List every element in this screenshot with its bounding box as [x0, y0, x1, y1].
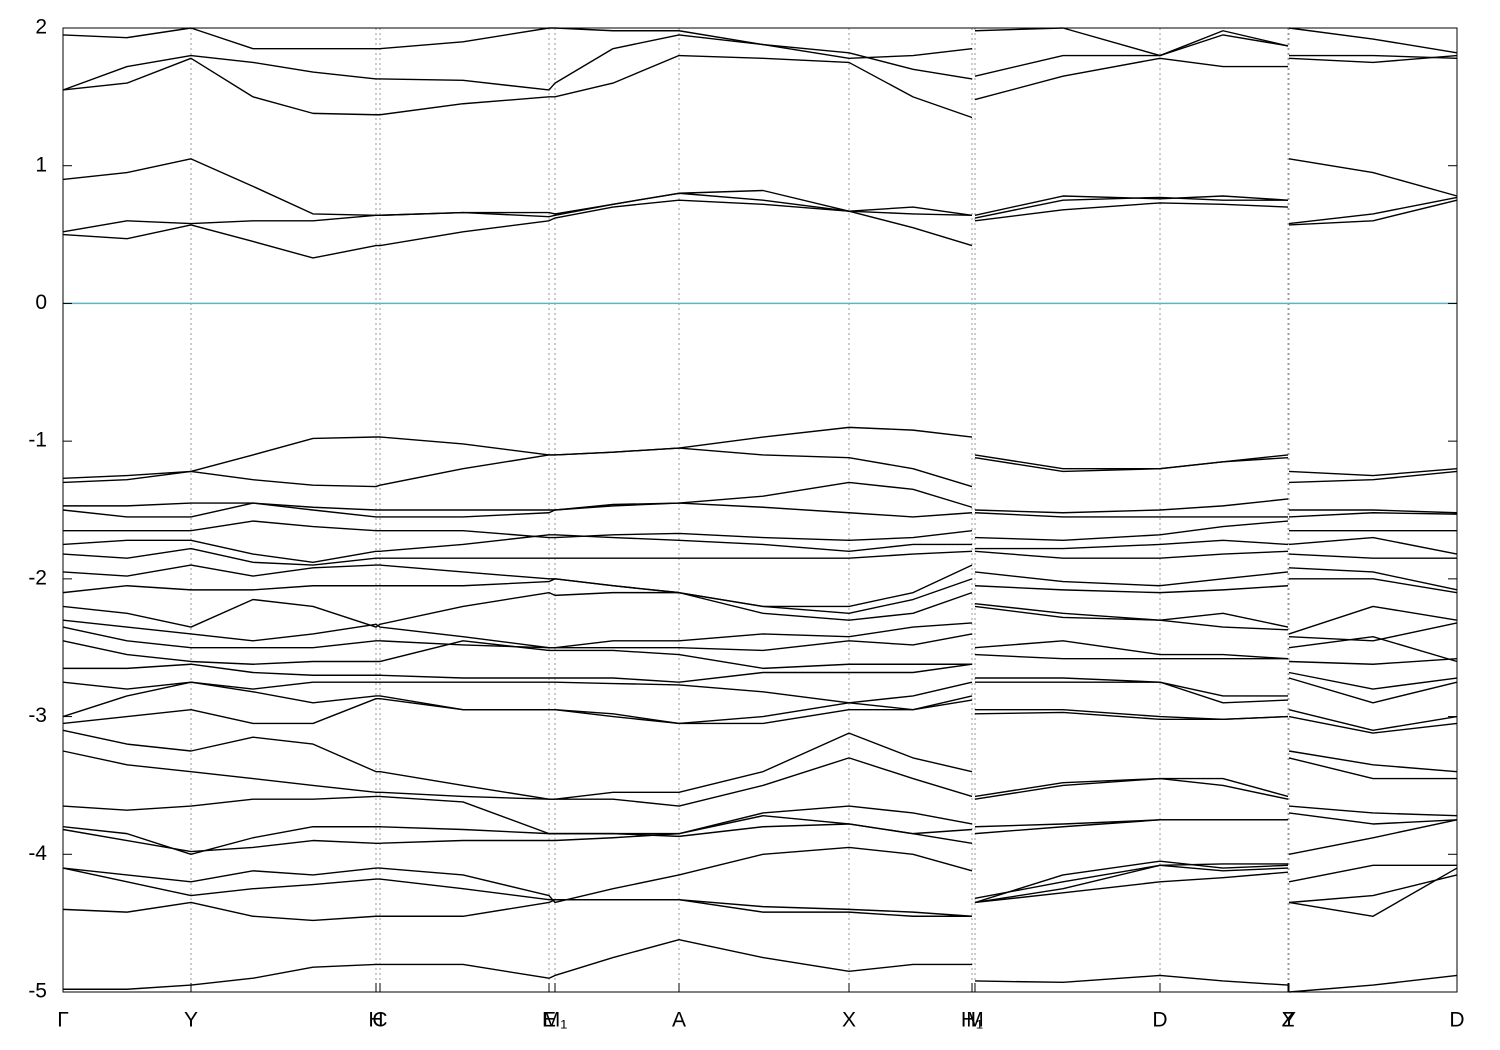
x-tick-label: M — [966, 1009, 984, 1032]
x-tick-label: Z — [1282, 1009, 1295, 1032]
band-line — [62, 626, 1458, 663]
band-line — [62, 697, 1458, 734]
band-line — [62, 812, 1458, 855]
band-line — [62, 534, 1458, 564]
x-tick-label: Γ — [57, 1009, 69, 1032]
y-tick-label: 1 — [35, 153, 47, 176]
y-tick-label: -4 — [28, 842, 47, 865]
x-tick-label: E — [542, 1009, 556, 1032]
band-line — [63, 938, 1458, 993]
band-line — [62, 864, 1458, 917]
x-tick-label: M₁ — [543, 1009, 568, 1032]
x-tick-label: D — [1152, 1009, 1167, 1032]
y-tick-label: 0 — [35, 291, 47, 314]
band-line — [62, 795, 1458, 835]
band-line — [62, 502, 1458, 518]
band-line — [62, 192, 1458, 233]
x-tick-label: Y — [184, 1009, 198, 1032]
band-line — [62, 547, 1457, 566]
band-line — [62, 158, 1458, 219]
x-tick-label: C — [372, 1009, 387, 1032]
y-tick-label: -1 — [28, 429, 47, 452]
band-line — [62, 677, 1458, 704]
x-tick-label: X — [842, 1009, 856, 1032]
band-line — [62, 729, 1458, 800]
band-line — [62, 815, 1458, 904]
y-tick-label: -2 — [28, 566, 47, 589]
band-line — [62, 640, 1458, 670]
y-tick-label: -5 — [28, 980, 47, 1003]
x-tick-label: D — [1449, 1009, 1464, 1032]
band-line — [62, 426, 1458, 480]
x-tick-label: H₁ — [961, 1009, 983, 1032]
y-tick-label: -3 — [28, 704, 47, 727]
band-line — [62, 199, 1458, 259]
band-line — [62, 34, 1458, 91]
grid-layer — [62, 28, 1458, 992]
band-line — [62, 605, 1458, 649]
band-line — [62, 447, 1458, 488]
x-tick-label: H — [368, 1009, 383, 1032]
band-line — [62, 564, 1458, 608]
band-line — [62, 750, 1457, 807]
plot-frame — [62, 27, 1458, 993]
band-line — [63, 481, 1458, 514]
x-tick-label: A — [672, 1009, 686, 1032]
x-tick-label: Y — [1282, 1009, 1296, 1032]
band-line — [62, 867, 1458, 922]
band-layer — [62, 27, 1458, 993]
y-tick-label: 2 — [35, 16, 47, 39]
band-line — [62, 578, 1458, 614]
band-line — [62, 27, 1458, 59]
band-line — [63, 520, 1457, 541]
